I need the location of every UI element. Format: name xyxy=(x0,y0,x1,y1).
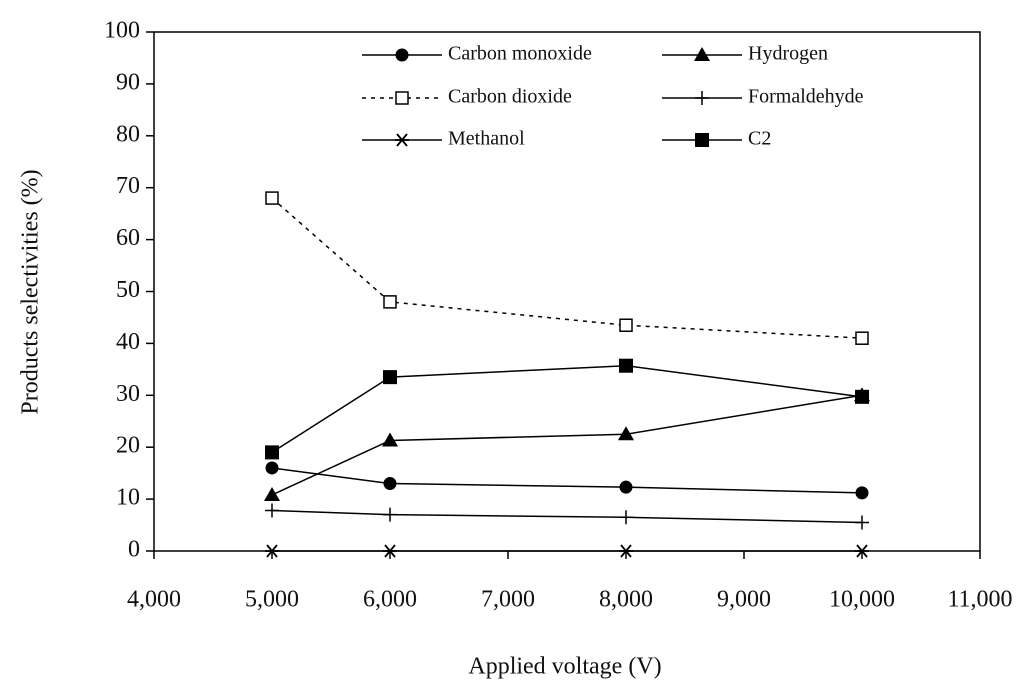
series-line xyxy=(271,394,863,496)
marker xyxy=(619,358,633,373)
x-tick-label: 5,000 xyxy=(245,587,299,613)
legend-marker xyxy=(695,133,709,147)
y-tick-label: 10 xyxy=(116,485,140,511)
y-tick-label: 100 xyxy=(104,18,140,44)
marker xyxy=(855,331,869,345)
marker xyxy=(855,515,869,530)
y-tick-label: 50 xyxy=(116,277,140,303)
marker xyxy=(619,318,633,332)
y-tick-label: 20 xyxy=(116,433,140,459)
marker xyxy=(855,389,869,404)
y-tick-label: 90 xyxy=(116,69,140,95)
x-tick-label: 7,000 xyxy=(481,587,535,613)
x-tick-label: 9,000 xyxy=(717,587,771,613)
marker xyxy=(619,510,633,525)
x-tick-label: 10,000 xyxy=(829,587,895,613)
marker xyxy=(383,370,397,385)
legend-marker xyxy=(694,47,710,61)
marker xyxy=(265,461,279,475)
y-tick-label: 40 xyxy=(116,329,140,355)
marker xyxy=(618,426,634,441)
y-tick-label: 0 xyxy=(128,537,140,563)
legend-marker xyxy=(695,91,709,105)
marker xyxy=(383,477,397,491)
series-line xyxy=(271,467,863,494)
marker xyxy=(265,191,279,205)
legend: Carbon monoxide Hydrogen Carbon dioxide For… xyxy=(362,43,864,150)
series-line xyxy=(271,509,863,524)
x-tick-label: 11,000 xyxy=(947,587,1012,613)
legend-marker xyxy=(395,133,409,147)
marker xyxy=(264,486,280,501)
x-axis-label: Applied voltage (V) xyxy=(468,654,661,680)
legend-label: Carbon dioxide xyxy=(448,86,572,108)
x-tick-label: 8,000 xyxy=(599,587,653,613)
marker xyxy=(383,295,397,309)
marker xyxy=(619,544,633,558)
legend-label: Hydrogen xyxy=(748,43,828,65)
y-tick-label: 80 xyxy=(116,121,140,147)
series-line xyxy=(271,364,863,454)
y-axis-label: Products selectivities (%) xyxy=(18,169,44,414)
marker xyxy=(265,544,279,558)
marker xyxy=(382,432,398,447)
marker xyxy=(265,503,279,518)
marker xyxy=(383,544,397,558)
legend-label: C2 xyxy=(748,128,771,150)
legend-marker xyxy=(395,91,409,105)
y-tick-label: 70 xyxy=(116,173,140,199)
x-tick-label: 4,000 xyxy=(127,587,181,613)
marker xyxy=(855,544,869,558)
legend-label: Carbon monoxide xyxy=(448,43,592,65)
marker xyxy=(855,486,869,500)
legend-label: Methanol xyxy=(448,128,525,150)
marker xyxy=(619,480,633,494)
series-line xyxy=(271,197,863,339)
x-tick-label: 6,000 xyxy=(363,587,417,613)
marker xyxy=(265,445,279,460)
y-tick-label: 30 xyxy=(116,381,140,407)
legend-marker xyxy=(395,48,409,62)
y-tick-label: 60 xyxy=(116,225,140,251)
legend-label: Formaldehyde xyxy=(748,86,864,108)
plot-frame xyxy=(153,31,981,552)
marker xyxy=(383,507,397,522)
